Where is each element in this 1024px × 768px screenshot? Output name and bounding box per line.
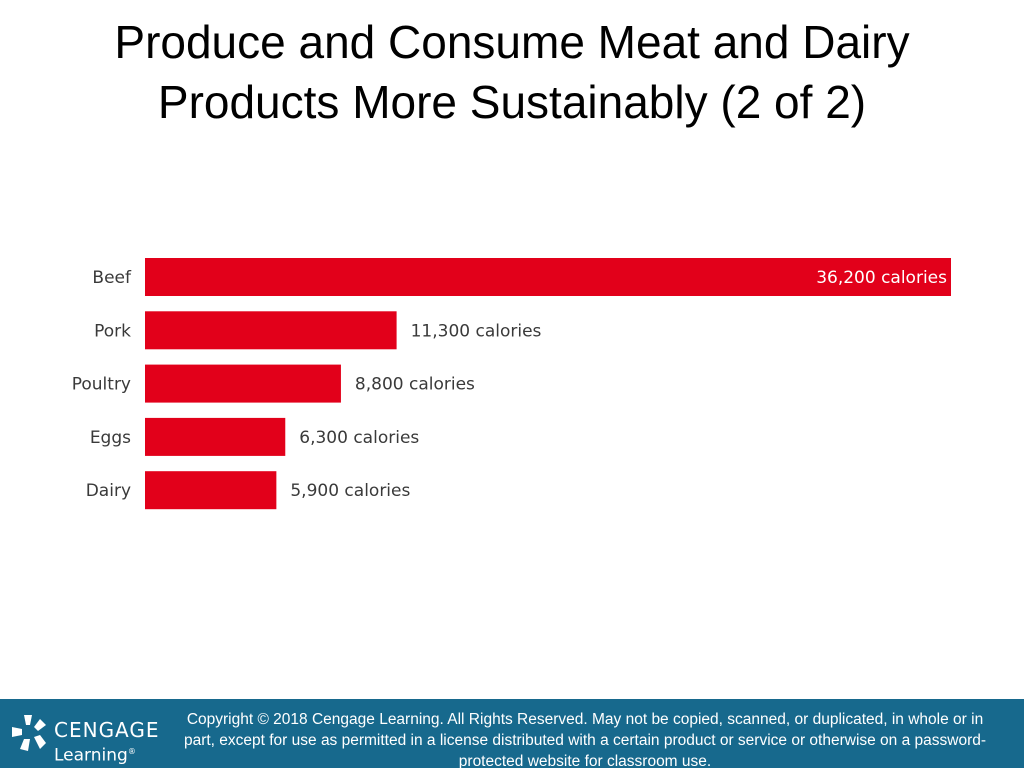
bar-eggs xyxy=(145,417,286,456)
slide-title-line-2: Products More Sustainably (2 of 2) xyxy=(157,76,867,128)
copyright-notice: Copyright © 2018 Cengage Learning. All R… xyxy=(183,711,987,768)
slide-title-line-1: Produce and Consume Meat and Dairy xyxy=(114,16,910,68)
data-label-pork: 11,300 calories xyxy=(411,321,542,341)
bar-pork xyxy=(145,311,397,350)
bar-poultry xyxy=(145,364,341,403)
bar-dairy xyxy=(145,471,277,510)
slide-title: Produce and Consume Meat and Dairy Produ… xyxy=(40,12,984,132)
bar-beef xyxy=(145,258,951,296)
category-label-pork: Pork xyxy=(94,321,131,341)
data-label-eggs: 6,300 calories xyxy=(299,428,419,448)
logo-wordmark-learning: Learning® xyxy=(54,743,136,765)
data-label-poultry: 8,800 calories xyxy=(355,375,475,395)
category-label-beef: Beef xyxy=(92,268,132,288)
data-label-dairy: 5,900 calories xyxy=(290,481,410,501)
logo-learning-text: Learning xyxy=(54,745,128,766)
category-label-eggs: Eggs xyxy=(90,428,131,448)
bar-chart-svg: Beef 36,200 calories Pork 11,300 calories Po… xyxy=(72,258,951,510)
cengage-logo-icon xyxy=(12,715,46,751)
registered-mark: ® xyxy=(127,747,136,756)
footer-bar: CENGAGE Learning® Copyright © 2018 Cenga… xyxy=(0,699,1024,768)
logo-wordmark-cengage: CENGAGE xyxy=(54,718,160,742)
category-label-poultry: Poultry xyxy=(72,375,131,395)
category-label-dairy: Dairy xyxy=(86,481,131,501)
cengage-logo: CENGAGE Learning® xyxy=(10,709,170,765)
data-label-beef: 36,200 calories xyxy=(816,268,947,288)
calories-bar-chart: Beef 36,200 calories Pork 11,300 calories Po… xyxy=(0,240,1024,530)
